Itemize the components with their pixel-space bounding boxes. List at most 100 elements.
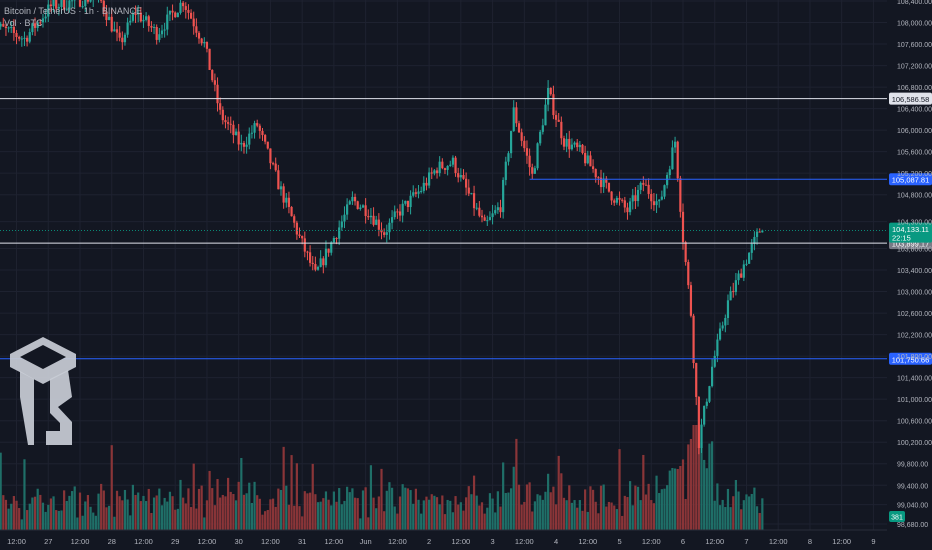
volume-bar bbox=[755, 506, 759, 530]
candle-body bbox=[655, 201, 658, 206]
candle-body bbox=[713, 355, 716, 367]
volume-bar bbox=[629, 481, 632, 530]
volume-bar bbox=[525, 484, 529, 530]
candle-body bbox=[60, 0, 63, 7]
time-tick-label: 12:00 bbox=[705, 537, 724, 546]
candle-body bbox=[710, 366, 714, 387]
candle-body bbox=[377, 219, 380, 230]
volume-bar bbox=[221, 494, 224, 530]
volume-bar bbox=[695, 425, 698, 530]
candle-body bbox=[240, 142, 243, 145]
price-axis[interactable]: 108,400.00 108,000.00 107,600.00 107,200.00… bbox=[897, 0, 932, 529]
volume-bar bbox=[89, 506, 92, 530]
candle-body bbox=[425, 182, 428, 186]
candle-body bbox=[205, 41, 209, 49]
volume-bar bbox=[417, 499, 420, 530]
candle-body bbox=[504, 161, 507, 180]
time-tick-label: 5 bbox=[617, 537, 621, 546]
candle-body bbox=[269, 148, 272, 164]
volume-bar bbox=[4, 499, 8, 530]
volume-bar bbox=[480, 502, 484, 530]
candle-body bbox=[327, 248, 330, 253]
candle-body bbox=[652, 201, 656, 206]
volume-bar bbox=[293, 505, 296, 530]
volume-bar bbox=[73, 486, 76, 530]
volume-bar bbox=[613, 505, 616, 530]
time-tick-label: 8 bbox=[808, 537, 812, 546]
candle-body bbox=[203, 41, 206, 44]
candle-body bbox=[152, 26, 156, 28]
price-tick-label: 103,000.00 bbox=[897, 290, 932, 297]
symbol-title[interactable]: Bitcoin / TetherUS · 1h · BINANCE bbox=[4, 6, 142, 16]
candle-body bbox=[726, 300, 730, 318]
volume-bar bbox=[208, 470, 211, 530]
volume-bar bbox=[245, 493, 248, 530]
candle-body bbox=[435, 170, 439, 174]
volume-bar bbox=[261, 514, 264, 530]
volume-bar bbox=[240, 457, 243, 530]
volume-bar bbox=[134, 494, 137, 530]
time-tick-label: 3 bbox=[490, 537, 494, 546]
candle-body bbox=[57, 6, 60, 9]
volume-bar bbox=[647, 483, 650, 530]
candle-body bbox=[129, 20, 132, 23]
time-tick-label: 6 bbox=[681, 537, 685, 546]
candle-body bbox=[520, 132, 523, 141]
candle-body bbox=[229, 123, 232, 125]
volume-bar bbox=[636, 486, 640, 530]
candle-body bbox=[142, 19, 145, 22]
volume-bar bbox=[322, 498, 325, 530]
volume-bar bbox=[539, 495, 542, 530]
candle-body bbox=[264, 135, 267, 142]
candle-body bbox=[248, 133, 251, 145]
volume-bar bbox=[602, 484, 605, 530]
candle-body bbox=[314, 264, 317, 270]
candle-body bbox=[123, 34, 127, 43]
volume-bar bbox=[277, 488, 280, 530]
volume-bar bbox=[425, 496, 428, 530]
time-axis[interactable]: 12:00 27 12:00 28 12:00 29 12:00 30 12:00 31 12:00… bbox=[7, 537, 875, 546]
volume-bar bbox=[388, 482, 391, 530]
volume-title[interactable]: Vol · BTC bbox=[4, 18, 43, 28]
candles bbox=[0, 0, 764, 455]
volume-bar bbox=[229, 491, 232, 530]
candle-body bbox=[676, 141, 679, 179]
candle-body bbox=[615, 197, 618, 203]
volume-bar bbox=[562, 497, 566, 530]
volume-bar bbox=[554, 504, 558, 530]
volume-bar bbox=[467, 486, 470, 530]
volume-bar bbox=[581, 510, 584, 530]
horizontal-levels[interactable]: 106,586.58 105,087.81 103,899.17 101,750.66 bbox=[0, 92, 932, 365]
volume-bar bbox=[568, 485, 571, 530]
candle-body bbox=[242, 142, 246, 147]
volume-bar bbox=[599, 485, 603, 530]
volume-bar bbox=[401, 484, 404, 530]
volume-bar bbox=[332, 491, 335, 530]
candle-body bbox=[298, 234, 301, 236]
candle-body bbox=[343, 214, 346, 222]
candle-body bbox=[232, 124, 235, 136]
candle-body bbox=[160, 30, 164, 35]
volume-bar bbox=[573, 500, 576, 530]
volume-bar bbox=[123, 489, 127, 530]
volume-bar bbox=[393, 506, 396, 530]
volume-bar bbox=[708, 443, 711, 530]
volume-bar bbox=[671, 467, 674, 530]
candle-body bbox=[758, 231, 761, 233]
volume-bar bbox=[250, 502, 254, 530]
candle-body bbox=[560, 121, 563, 139]
candle-body bbox=[459, 175, 462, 178]
time-tick-label: 12:00 bbox=[198, 537, 217, 546]
candle-body bbox=[256, 123, 259, 126]
volume-bar bbox=[406, 488, 410, 530]
candle-body bbox=[375, 219, 378, 225]
candle-body bbox=[573, 142, 576, 145]
volume-bar bbox=[55, 510, 58, 530]
candle-body bbox=[666, 175, 669, 186]
candle-body bbox=[599, 177, 603, 188]
volume-bar bbox=[20, 519, 23, 530]
candle-body bbox=[311, 262, 314, 265]
volume-bar bbox=[660, 489, 663, 530]
